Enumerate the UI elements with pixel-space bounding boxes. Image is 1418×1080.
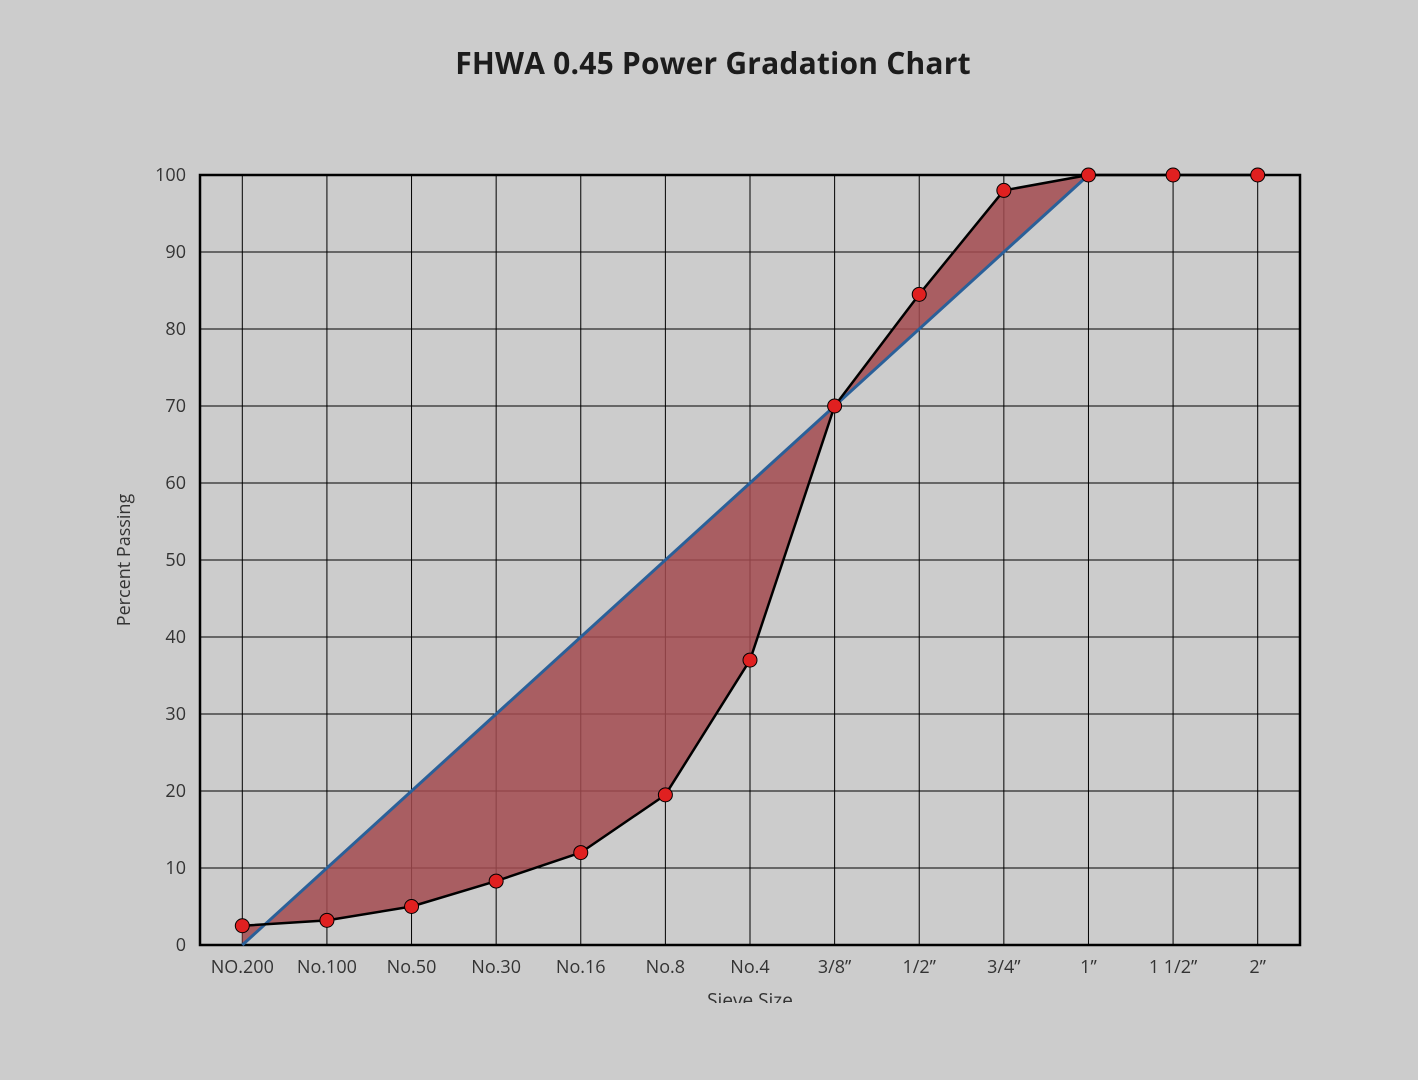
y-tick-label: 30 bbox=[165, 702, 186, 726]
x-tick-label: 1” bbox=[1080, 955, 1097, 979]
x-tick-label: No.16 bbox=[556, 955, 606, 979]
y-tick-label: 80 bbox=[165, 317, 186, 341]
y-tick-label: 10 bbox=[165, 856, 186, 880]
x-tick-label: 1 1/2” bbox=[1149, 955, 1198, 979]
y-tick-label: 40 bbox=[165, 625, 186, 649]
x-axis-title: Sieve Size bbox=[707, 987, 793, 1003]
data-marker bbox=[997, 183, 1011, 197]
chart-svg: 0 10 20 30 40 50 60 70 80 90 100 NO.200 No.100 No.50 N… bbox=[88, 83, 1338, 1003]
chart-title: FHWA 0.45 Power Gradation Chart bbox=[88, 42, 1338, 83]
data-marker bbox=[1081, 168, 1095, 182]
data-marker bbox=[743, 653, 757, 667]
gradation-chart: FHWA 0.45 Power Gradation Chart 0 10 20 30 4… bbox=[88, 36, 1338, 1006]
y-axis-title: Percent Passing bbox=[112, 494, 136, 627]
y-tick-label: 100 bbox=[155, 163, 186, 187]
data-marker bbox=[489, 874, 503, 888]
data-marker bbox=[405, 900, 419, 914]
y-tick-label: 0 bbox=[176, 933, 186, 957]
x-tick-label: No.30 bbox=[471, 955, 521, 979]
data-marker bbox=[658, 788, 672, 802]
y-tick-label: 90 bbox=[165, 240, 186, 264]
x-tick-label: 1/2” bbox=[902, 955, 936, 979]
data-marker bbox=[235, 919, 249, 933]
x-tick-label: 3/4” bbox=[987, 955, 1021, 979]
y-tick-label: 70 bbox=[165, 394, 186, 418]
data-marker bbox=[1166, 168, 1180, 182]
x-tick-label: 3/8” bbox=[818, 955, 852, 979]
y-tick-label: 20 bbox=[165, 779, 186, 803]
x-tick-label: 2” bbox=[1249, 955, 1266, 979]
x-tick-label: No.8 bbox=[646, 955, 685, 979]
x-tick-label: No.4 bbox=[730, 955, 769, 979]
page: FHWA 0.45 Power Gradation Chart 0 10 20 30 4… bbox=[0, 0, 1418, 1080]
y-tick-label: 60 bbox=[165, 471, 186, 495]
data-marker bbox=[1251, 168, 1265, 182]
x-tick-label: NO.200 bbox=[211, 955, 274, 979]
x-tick-label: No.100 bbox=[297, 955, 357, 979]
data-marker bbox=[574, 846, 588, 860]
data-marker bbox=[912, 287, 926, 301]
data-marker bbox=[320, 913, 334, 927]
y-tick-label: 50 bbox=[165, 548, 186, 572]
x-tick-label: No.50 bbox=[387, 955, 437, 979]
data-marker bbox=[828, 399, 842, 413]
